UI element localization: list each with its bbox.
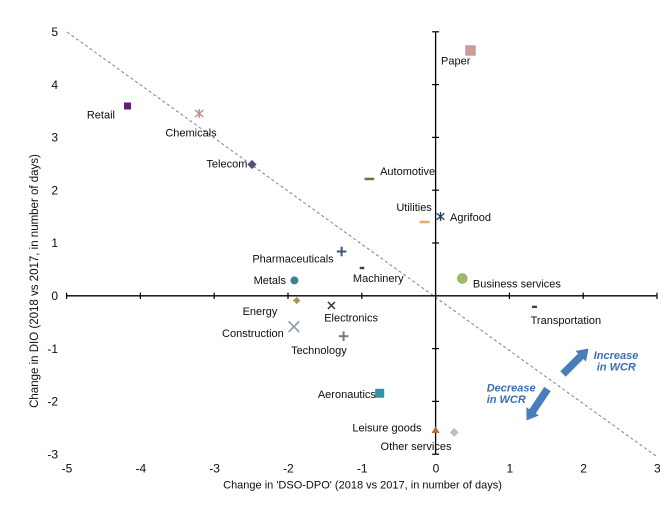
- svg-text:Metals: Metals: [254, 275, 287, 287]
- svg-text:Retail: Retail: [87, 110, 115, 122]
- svg-text:-3: -3: [209, 462, 220, 476]
- svg-text:0: 0: [51, 289, 58, 303]
- svg-text:Transportation: Transportation: [531, 315, 602, 327]
- svg-text:-1: -1: [357, 462, 368, 476]
- svg-text:4: 4: [51, 78, 58, 92]
- svg-text:Change in 'DSO-DPO' (2018 vs 2: Change in 'DSO-DPO' (2018 vs 2017, in nu…: [223, 480, 502, 492]
- svg-text:3: 3: [654, 462, 661, 476]
- svg-text:1: 1: [51, 236, 58, 250]
- svg-text:Construction: Construction: [222, 328, 284, 340]
- svg-text:2: 2: [580, 462, 587, 476]
- svg-text:Utilities: Utilities: [396, 202, 432, 214]
- svg-text:Decrease: Decrease: [487, 382, 536, 394]
- svg-text:Aeronautics: Aeronautics: [318, 389, 377, 401]
- svg-text:Electronics: Electronics: [324, 313, 378, 325]
- svg-text:-4: -4: [135, 462, 146, 476]
- svg-text:1: 1: [506, 462, 513, 476]
- svg-text:Other services: Other services: [381, 441, 452, 453]
- svg-text:0: 0: [433, 462, 440, 476]
- svg-text:in WCR: in WCR: [487, 394, 526, 406]
- svg-text:-3: -3: [47, 447, 58, 461]
- svg-text:Pharmaceuticals: Pharmaceuticals: [252, 254, 334, 266]
- svg-text:in WCR: in WCR: [597, 362, 636, 374]
- svg-text:Energy: Energy: [243, 306, 278, 318]
- svg-text:Increase: Increase: [594, 350, 639, 362]
- svg-text:Business services: Business services: [473, 279, 562, 291]
- svg-text:Paper: Paper: [441, 55, 471, 67]
- svg-text:Change in DIO (2018 vs 2017, i: Change in DIO (2018 vs 2017, in number o…: [29, 154, 41, 408]
- svg-text:Technology: Technology: [291, 345, 347, 357]
- svg-text:Automotive: Automotive: [380, 166, 435, 178]
- svg-text:-1: -1: [47, 342, 58, 356]
- svg-text:Chemicals: Chemicals: [165, 128, 217, 140]
- svg-text:Agrifood: Agrifood: [450, 212, 491, 224]
- svg-text:Telecom: Telecom: [206, 159, 247, 171]
- svg-text:5: 5: [51, 25, 58, 39]
- svg-text:3: 3: [51, 131, 58, 145]
- svg-text:Leisure goods: Leisure goods: [352, 423, 422, 435]
- svg-text:2: 2: [51, 183, 58, 197]
- svg-text:Machinery: Machinery: [353, 273, 404, 285]
- svg-text:-5: -5: [62, 462, 73, 476]
- svg-text:-2: -2: [283, 462, 294, 476]
- svg-text:-2: -2: [47, 395, 58, 409]
